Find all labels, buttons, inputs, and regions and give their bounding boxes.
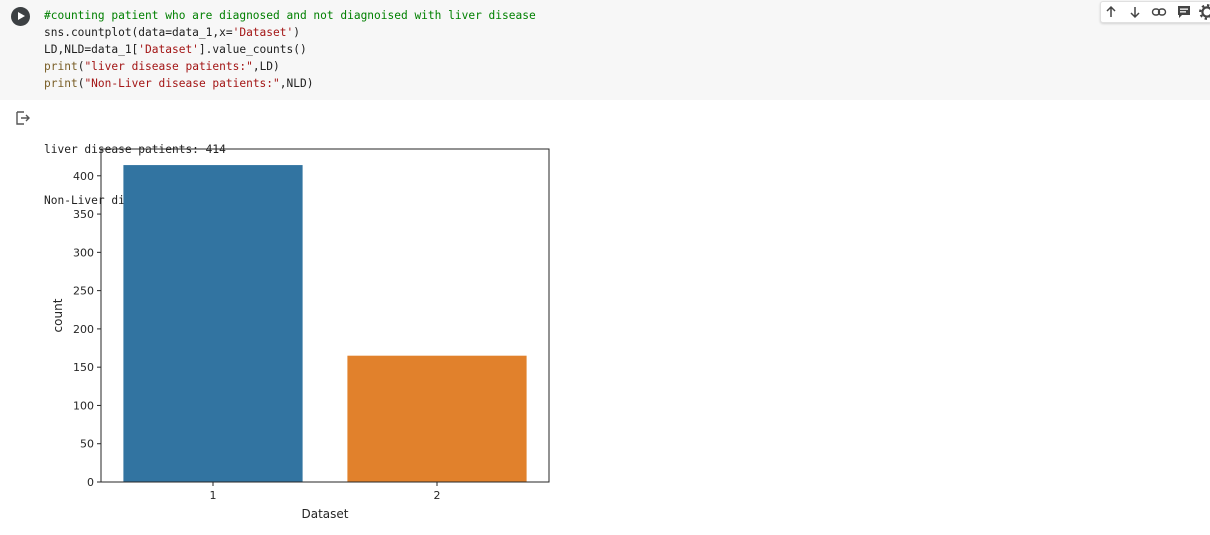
y-tick-label: 400 [73, 170, 94, 183]
x-tick-label: 2 [434, 489, 441, 502]
y-axis-label: count [51, 298, 65, 332]
code-token: "liver disease patients:" [84, 60, 253, 73]
y-tick-label: 50 [80, 438, 94, 451]
code-token: 'Dataset' [232, 26, 294, 39]
code-token: LD,NLD=data_1[ [44, 43, 139, 56]
y-tick-label: 0 [87, 476, 94, 489]
code-token: ,LD) [252, 60, 280, 73]
code-token: ,NLD) [279, 77, 314, 90]
code-token: ( [77, 77, 85, 90]
x-tick-label: 1 [210, 489, 217, 502]
cell-toolbar [1100, 1, 1210, 23]
code-token: 'Dataset' [138, 43, 199, 56]
code-line: sns.countplot(data=data_1,x='Dataset') [44, 24, 536, 41]
link-icon[interactable] [1151, 4, 1167, 20]
code-token: ( [77, 60, 85, 73]
y-tick-label: 350 [73, 208, 94, 221]
code-token: ].value_counts() [198, 43, 307, 56]
code-line: print("liver disease patients:",LD) [44, 58, 536, 75]
y-tick-label: 150 [73, 361, 94, 374]
code-line: LD,NLD=data_1['Dataset'].value_counts() [44, 41, 536, 58]
play-icon[interactable] [11, 7, 30, 26]
countplot-chart: 1 2 0 50 100 150 200 250 300 350 400 Dataset count [51, 148, 550, 521]
code-token: print [44, 77, 78, 90]
gear-icon[interactable] [1199, 4, 1210, 20]
y-tick-label: 100 [73, 399, 94, 412]
bar-1 [123, 165, 303, 482]
code-token: ) [293, 26, 300, 39]
code-line: #counting patient who are diagnosed and … [44, 7, 536, 24]
y-tick-label: 200 [73, 323, 94, 336]
x-axis-label: Dataset [302, 507, 349, 521]
output-arrow-icon[interactable] [15, 110, 31, 126]
code-token: "Non-Liver disease patients:" [84, 77, 280, 90]
y-tick-label: 300 [73, 246, 94, 259]
code-cell[interactable]: #counting patient who are diagnosed and … [0, 0, 1210, 100]
comment-icon[interactable] [1176, 4, 1192, 20]
code-line: print("Non-Liver disease patients:",NLD) [44, 75, 536, 92]
code-token: print [44, 60, 78, 73]
bar-2 [347, 355, 527, 482]
code-token: sns.countplot(data=data_1,x= [44, 26, 233, 39]
code-token: #counting patient who are diagnosed and … [44, 9, 536, 22]
plot-frame [100, 148, 550, 483]
arrow-up-icon[interactable] [1103, 4, 1119, 20]
arrow-down-icon[interactable] [1127, 4, 1143, 20]
y-tick-label: 250 [73, 285, 94, 298]
code-editor[interactable]: #counting patient who are diagnosed and … [44, 7, 536, 92]
